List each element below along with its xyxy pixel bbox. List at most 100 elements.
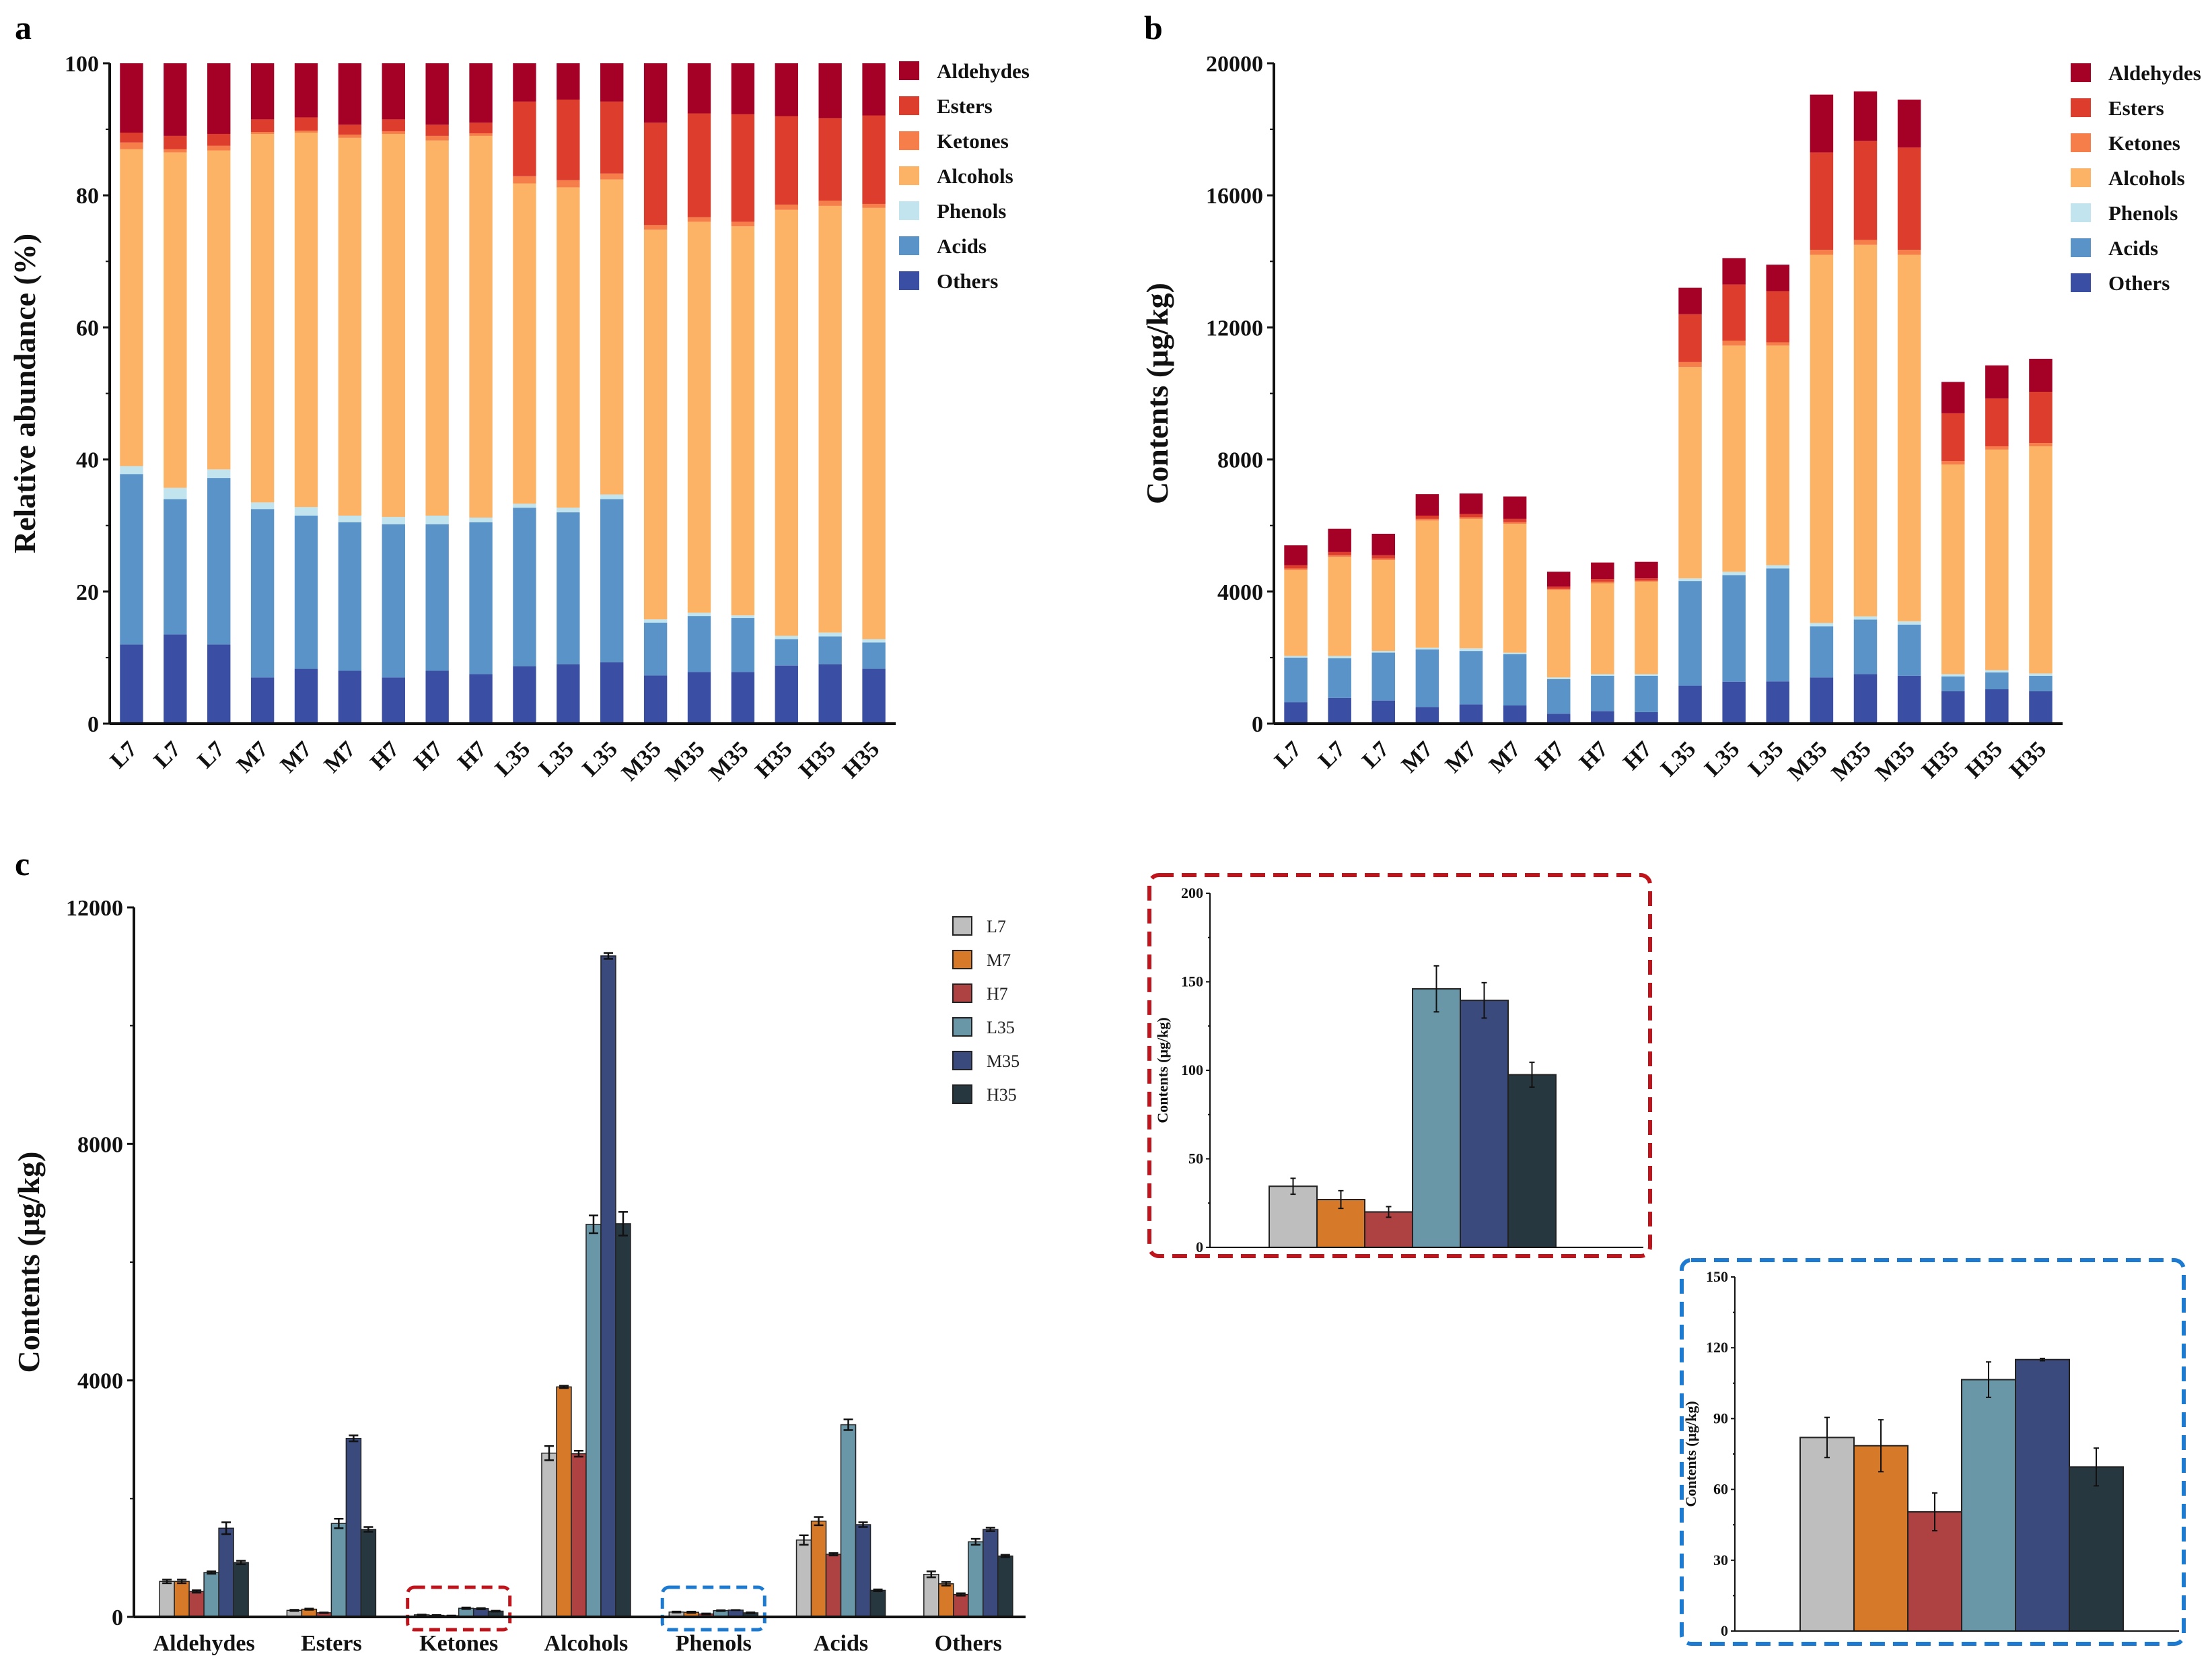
x-tick-label: M35 [1783,736,1832,786]
bar-l7 [795,1539,812,1618]
bar-segment-esters [862,115,886,204]
bar-m7 [174,1581,190,1618]
bar-segment-acids [338,522,362,671]
y-tick-label: 30 [1713,1552,1728,1568]
bar-segment-phenols [207,469,231,479]
y-tick-label: 12000 [1206,316,1263,341]
y-axis-title: Contents (μg/kg) [1682,1401,1699,1507]
legend-label: L7 [987,917,1006,936]
bar-segment-others [2029,691,2053,724]
bar-segment-aldehydes [120,63,143,133]
bar-segment-acids [425,524,449,671]
bar-segment-alcohols [1722,345,1746,572]
x-category-label: Others [935,1631,1002,1656]
x-tick-label: M7 [320,736,361,777]
bar-m7 [556,1386,572,1618]
y-tick-label: 20000 [1206,52,1263,77]
bar-m35 [218,1527,234,1618]
inset-bar-h7 [1907,1511,1962,1632]
bar-segment-phenols [513,504,536,508]
bar-segment-aldehydes [425,63,449,125]
highlight-box-phenols [660,1585,766,1632]
bar-segment-esters [1853,141,1878,240]
bar-segment-others [207,644,231,724]
bar-segment-alcohols [1503,524,1527,653]
bar-segment-others [382,677,405,724]
legend-label: L35 [987,1018,1015,1037]
bar-segment-aldehydes [2029,358,2053,392]
bar-segment-ketones [731,221,755,227]
legend-label: Ketones [937,129,1009,153]
bar-segment-phenols [1678,578,1702,582]
x-tick-label: L7 [193,736,229,773]
y-tick-label: 12000 [66,896,123,921]
inset-box-ketones [1147,873,1652,1258]
bar-segment-esters [687,113,711,217]
bar-segment-esters [164,135,187,149]
bar-h7 [571,1453,587,1618]
bar-segment-esters [1941,413,1965,462]
bar-segment-acids [1897,624,1921,676]
bar-segment-ketones [1415,518,1439,521]
bar-segment-esters [731,114,755,222]
bar-segment-others [1678,685,1702,724]
bar-segment-phenols [818,632,842,637]
panel-label: a [15,9,32,46]
bar-segment-ketones [1371,558,1396,561]
bar-segment-others [1635,712,1658,724]
bar-segment-phenols [1635,674,1658,676]
bar-segment-ketones [338,134,362,138]
bar-segment-aldehydes [250,63,275,120]
highlight-box-ketones [406,1585,512,1632]
bar-segment-others [557,664,580,724]
legend-label: Others [2108,271,2170,295]
x-tick-label: L7 [1357,736,1394,773]
bar-segment-others [1810,677,1834,724]
legend-label: Acids [937,234,987,258]
bar-segment-ketones [1766,342,1790,346]
bar-segment-ketones [1459,517,1483,519]
bar-segment-acids [818,636,842,664]
bar-segment-acids [1371,652,1396,701]
bar-segment-ketones [818,201,842,206]
bar-segment-aldehydes [1853,91,1878,141]
bar-segment-esters [557,99,580,180]
x-category-label: Acids [814,1631,868,1656]
bar-segment-alcohols [250,133,275,503]
y-tick-label: 100 [65,52,99,77]
y-axis-title: Relative abundance (%) [7,234,42,553]
y-tick-label: 40 [76,448,99,473]
bar-segment-acids [1635,675,1658,712]
bar-segment-ketones [469,133,493,136]
bar-segment-aldehydes [1284,545,1308,565]
y-tick-label: 150 [1181,973,1203,990]
bar-segment-alcohols [775,209,798,636]
legend-label: Phenols [2108,201,2178,225]
legend-label: Alcohols [2108,166,2185,190]
bar-segment-ketones [164,149,187,153]
bar-segment-acids [469,522,493,674]
bar-segment-others [120,644,143,724]
bar-l35 [968,1541,984,1618]
bar-segment-esters [1985,398,2009,446]
bar-segment-others [1941,691,1965,724]
bar-segment-acids [250,509,275,678]
bar-segment-phenols [1328,656,1351,658]
y-axis-title: Contents (μg/kg) [1140,283,1174,504]
bar-l7 [923,1574,939,1618]
bar-segment-phenols [120,466,143,475]
legend-swatch [2071,273,2091,292]
x-tick-label: H7 [453,736,491,775]
bar-segment-acids [382,524,405,678]
bar-segment-phenols [294,507,318,516]
bar-segment-aldehydes [207,63,231,134]
legend-label: Acids [2108,236,2158,260]
bar-segment-aldehydes [643,63,668,123]
inset-bar-h35 [1507,1074,1557,1248]
bar-segment-ketones [1897,250,1921,255]
inset-bar-l7 [1269,1185,1318,1249]
bar-segment-aldehydes [1722,258,1746,285]
bar-segment-acids [1328,658,1351,698]
bar-segment-ketones [1546,588,1571,590]
bar-segment-aldehydes [600,63,624,102]
